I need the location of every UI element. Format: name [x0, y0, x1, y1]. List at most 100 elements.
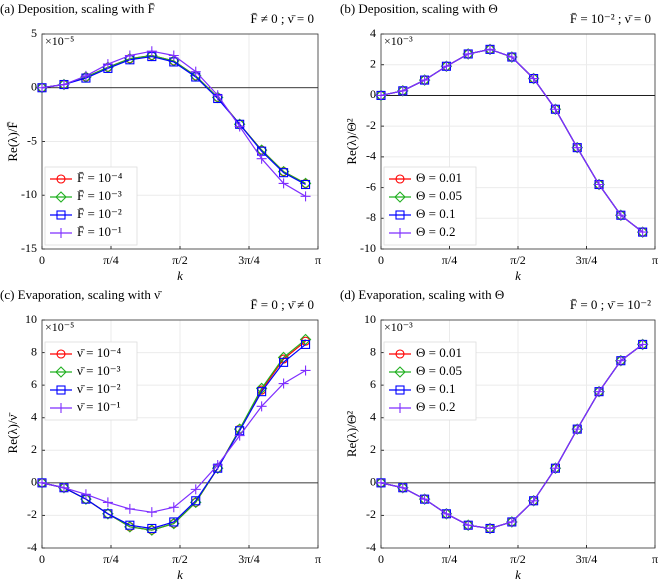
marker	[58, 79, 69, 90]
y-tick-label: 2	[370, 442, 376, 456]
marker	[463, 520, 474, 531]
marker	[375, 89, 387, 102]
annotation: F̄ ≠ 0 ; ν̄ = 0	[250, 11, 314, 26]
y-tick-label: -6	[366, 179, 376, 193]
y-tick-label: -10	[21, 187, 37, 201]
marker	[257, 387, 267, 397]
legend-box	[383, 341, 477, 421]
multiplier: ×10⁻³	[384, 320, 413, 334]
panel-title: (c) Evaporation, scaling with ν̄	[0, 287, 162, 302]
marker	[594, 386, 605, 397]
marker	[572, 142, 583, 153]
y-tick-label: -2	[366, 507, 376, 521]
marker	[594, 179, 605, 190]
x-tick-label: π/2	[510, 253, 525, 267]
marker	[636, 338, 649, 351]
x-axis-label: k	[515, 268, 521, 283]
y-tick-label: 6	[370, 377, 376, 391]
marker	[37, 82, 47, 93]
x-tick-label: π/2	[172, 552, 187, 566]
marker	[637, 227, 648, 238]
marker	[58, 482, 69, 493]
legend-label: ν̄ = 10⁻⁴	[77, 345, 122, 360]
marker	[55, 191, 67, 203]
legend-box	[383, 166, 477, 246]
y-tick-label: 0	[31, 475, 37, 489]
x-tick-label: 0	[378, 552, 384, 566]
x-axis-label: k	[177, 567, 183, 582]
multiplier: ×10⁻⁵	[45, 320, 74, 334]
marker	[394, 191, 406, 203]
y-tick-label: -5	[27, 133, 37, 147]
marker	[146, 507, 157, 518]
x-tick-label: π/2	[510, 552, 525, 566]
y-tick-label: -15	[21, 241, 37, 255]
marker	[462, 48, 474, 60]
marker	[124, 503, 135, 514]
y-axis-label: Re(λ)/F̄	[5, 121, 20, 161]
marker	[397, 85, 408, 96]
axes-box	[41, 319, 319, 549]
marker	[395, 228, 405, 238]
marker	[441, 61, 452, 72]
multiplier: ×10⁻³	[384, 34, 413, 48]
legend-box	[44, 341, 138, 421]
marker	[441, 508, 452, 519]
marker	[419, 75, 430, 86]
marker	[191, 496, 201, 506]
legend-label: ν̄ = 10⁻³	[77, 363, 121, 378]
legend-label: F̄ = 10⁻⁴	[77, 170, 123, 185]
marker	[103, 509, 113, 519]
x-tick-label: π	[652, 552, 658, 566]
marker	[637, 339, 648, 350]
panel-title: (b) Deposition, scaling with Θ	[340, 1, 498, 16]
marker	[58, 481, 70, 494]
marker	[485, 523, 496, 534]
marker	[55, 366, 67, 378]
marker	[300, 191, 311, 202]
marker	[395, 385, 405, 395]
y-tick-label: 10	[25, 312, 37, 326]
y-tick-label: 2	[370, 56, 376, 70]
marker	[168, 50, 179, 61]
legend-label: F̄ = 10⁻¹	[77, 224, 122, 239]
legend-label: Θ = 0.01	[416, 170, 462, 185]
legend-label: Θ = 0.1	[416, 381, 455, 396]
marker	[147, 523, 157, 534]
marker	[397, 481, 409, 494]
x-tick-label: π	[652, 253, 658, 267]
marker	[169, 517, 179, 527]
marker	[463, 48, 474, 59]
marker	[528, 495, 539, 506]
marker	[168, 502, 179, 513]
x-tick-label: 3π/4	[576, 552, 597, 566]
x-axis-label: k	[515, 567, 521, 582]
y-axis-label: Re(λ)/Θ²	[344, 118, 359, 164]
axes-box	[380, 33, 656, 250]
x-tick-label: 0	[378, 253, 384, 267]
marker	[56, 210, 66, 220]
marker	[528, 73, 539, 84]
marker	[301, 179, 311, 190]
x-tick-label: π/4	[442, 253, 457, 267]
panel-title: (a) Deposition, scaling with F̄	[0, 1, 155, 16]
marker	[550, 463, 561, 474]
y-tick-label: 4	[370, 26, 376, 40]
panel-title: (d) Evaporation, scaling with Θ	[340, 287, 504, 302]
y-tick-label: 8	[370, 344, 376, 358]
marker	[146, 46, 157, 57]
marker	[234, 121, 245, 132]
marker	[102, 59, 113, 70]
y-tick-label: -2	[366, 118, 376, 132]
marker	[56, 174, 66, 184]
marker	[190, 66, 201, 77]
x-tick-label: 3π/4	[238, 253, 259, 267]
axes-box	[41, 33, 319, 250]
y-tick-label: 4	[370, 409, 376, 423]
annotation: F̄ = 0 ; ν̄ ≠ 0	[250, 297, 314, 312]
y-tick-label: 0	[370, 87, 376, 101]
marker	[376, 90, 386, 101]
marker	[615, 355, 626, 366]
annotation: F̄ = 0 ; ν̄ = 10⁻²	[570, 297, 651, 312]
x-tick-label: π/4	[442, 552, 457, 566]
